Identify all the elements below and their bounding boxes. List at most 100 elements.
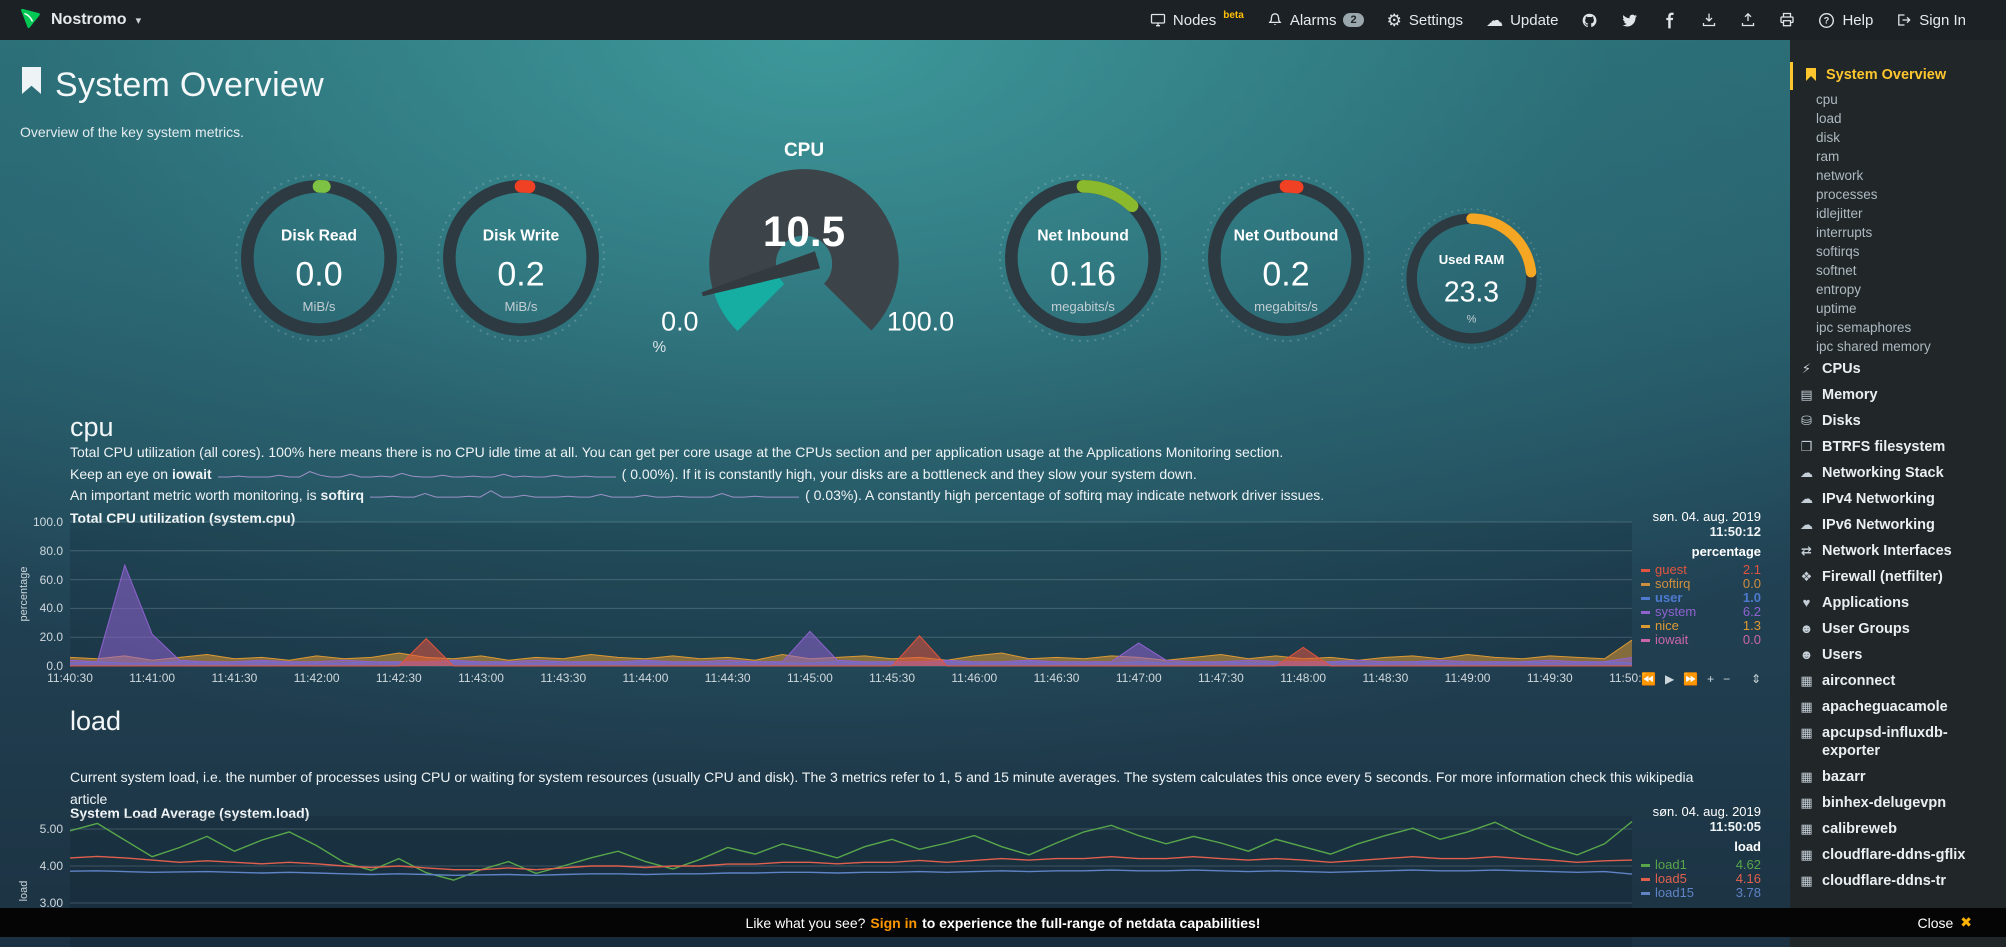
alarms-button[interactable]: Alarms 2 xyxy=(1267,12,1364,29)
sidebar-item-softirqs[interactable]: softirqs xyxy=(1790,242,2000,261)
sidebar-item-apacheguacamole[interactable]: ▦ apacheguacamole xyxy=(1790,694,2000,720)
sidebar-item-cloudflare-ddns-gflix[interactable]: ▦ cloudflare-ddns-gflix xyxy=(1790,842,2000,868)
cloud-icon: ☁ xyxy=(1800,465,1813,480)
gauge-disk-write[interactable]: Disk Write 0.2 MiB/s xyxy=(433,170,609,351)
sign-in-icon xyxy=(1898,14,1911,26)
chart-legend: søn. 04. aug. 2019 11:50:12 percentage g… xyxy=(1641,500,1761,686)
sidebar-item-applications[interactable]: ♥ Applications xyxy=(1790,590,2000,616)
sidebar-item-ipv6-networking[interactable]: ☁ IPv6 Networking xyxy=(1790,512,2000,538)
sidebar-item-bazarr[interactable]: ▦ bazarr xyxy=(1790,764,2000,790)
sidebar-item-binhex-delugevpn[interactable]: ▦ binhex-delugevpn xyxy=(1790,790,2000,816)
legend-row-user[interactable]: user 1.0 xyxy=(1641,591,1761,605)
legend-label: user xyxy=(1655,590,1683,605)
facebook-button[interactable] xyxy=(1661,12,1678,29)
sidebar-item-processes[interactable]: processes xyxy=(1790,185,2000,204)
iowait-value: ( 0.00%). xyxy=(621,465,679,482)
help-button[interactable]: ? Help xyxy=(1818,12,1873,29)
banner-signin-link[interactable]: Sign in xyxy=(870,914,918,931)
cpu-description-line-1: Total CPU utilization (all cores). 100% … xyxy=(70,444,1284,460)
print-icon xyxy=(1780,12,1795,27)
sidebar-item-disks[interactable]: ⛁ Disks xyxy=(1790,408,2000,434)
sidebar-item-uptime[interactable]: uptime xyxy=(1790,299,2000,318)
legend-value: 2.1 xyxy=(1742,562,1761,577)
legend-row-nice[interactable]: nice 1.3 xyxy=(1641,619,1761,633)
import-button[interactable] xyxy=(1701,12,1717,28)
sidebar-item-ipv4-networking[interactable]: ☁ IPv4 Networking xyxy=(1790,486,2000,512)
cpu-gauge-min: 0.0 xyxy=(661,306,698,336)
legend-row-guest[interactable]: guest 2.1 xyxy=(1641,563,1761,577)
sidebar-item-entropy[interactable]: entropy xyxy=(1790,280,2000,299)
sidebar-item-apcupsd-influxdb-exporter[interactable]: ▦ apcupsd-influxdb-exporter xyxy=(1790,720,2000,764)
cpu-gauge-unit: % xyxy=(653,339,667,356)
y-tick-label: 0.0 xyxy=(46,659,63,673)
nodes-label: Nodes xyxy=(1172,11,1217,29)
legend-row-softirq[interactable]: softirq 0.0 xyxy=(1641,577,1761,591)
github-button[interactable] xyxy=(1581,12,1598,29)
sidebar-item-memory[interactable]: ▤ Memory xyxy=(1790,382,2000,408)
sidebar-item-cpus[interactable]: ⚡ CPUs xyxy=(1790,356,2000,382)
sidebar-item-interrupts[interactable]: interrupts xyxy=(1790,223,2000,242)
update-button[interactable]: ☁ Update xyxy=(1486,12,1558,29)
gauge-used-ram[interactable]: Used RAM 23.3% xyxy=(1398,205,1545,357)
legend-row-system[interactable]: system 6.2 xyxy=(1641,605,1761,619)
chart-forward-icon[interactable]: ⏩ xyxy=(1683,672,1699,686)
sidebar-item-networking-stack[interactable]: ☁ Networking Stack xyxy=(1790,460,2000,486)
cpu-gauge[interactable]: CPU 10.5 0.0 100.0 % xyxy=(644,140,964,361)
legend-row-load1[interactable]: load1 4.62 xyxy=(1641,858,1761,872)
chart-zoom-in-icon[interactable]: + xyxy=(1707,672,1715,686)
sidebar-item-softnet[interactable]: softnet xyxy=(1790,261,2000,280)
sidebar-item-calibreweb[interactable]: ▦ calibreweb xyxy=(1790,816,2000,842)
sidebar-item-ipc-shared-memory[interactable]: ipc shared memory xyxy=(1790,337,2000,356)
gauge-net-inbound[interactable]: Net Inbound 0.16 megabits/s xyxy=(995,170,1171,351)
sidebar-item-cpu[interactable]: cpu xyxy=(1790,90,2000,109)
sidebar-item-user-groups[interactable]: ☻ User Groups xyxy=(1790,616,2000,642)
chart-title: System Load Average (system.load) xyxy=(70,805,310,821)
nodes-button[interactable]: Nodes beta xyxy=(1150,10,1244,29)
chart-plot-area[interactable]: percentage 0.0 20.0 40.0 60.0 80.0 100.0 11:4… xyxy=(18,515,1655,685)
sidebar-item-label: Disks xyxy=(1822,413,1861,429)
svg-text:MiB/s: MiB/s xyxy=(303,299,336,314)
gauge-disk-read[interactable]: Disk Read 0.0 MiB/s xyxy=(231,170,407,351)
legend-row-iowait[interactable]: iowait 0.0 xyxy=(1641,633,1761,647)
cpu-chart[interactable]: Total CPU utilization (system.cpu) perce… xyxy=(18,500,1770,715)
node-menu[interactable]: Nostromo ▾ xyxy=(18,6,141,34)
signin-button[interactable]: Sign In xyxy=(1896,12,1966,29)
sidebar-item-ram[interactable]: ram xyxy=(1790,147,2000,166)
sidebar-item-system-overview[interactable]: System Overview xyxy=(1790,62,2000,90)
settings-button[interactable]: ⚙ Settings xyxy=(1387,12,1463,29)
banner-close-button[interactable]: Close ✖ xyxy=(1917,914,1972,931)
legend-time: 11:50:12 xyxy=(1709,524,1761,539)
download-icon xyxy=(1703,13,1716,27)
sidebar-item-users[interactable]: ☻ Users xyxy=(1790,642,2000,668)
sidebar-item-label: Network Interfaces xyxy=(1822,543,1952,559)
grid-icon: ▦ xyxy=(1800,673,1813,688)
chart-resize-icon[interactable]: ⇕ xyxy=(1750,672,1761,686)
chart-y-axis-label: percentage xyxy=(18,565,30,622)
chart-backward-icon[interactable]: ⏪ xyxy=(1641,672,1656,686)
x-tick-label: 11:47:00 xyxy=(1115,671,1162,685)
sidebar-item-disk[interactable]: disk xyxy=(1790,128,2000,147)
sidebar-item-load[interactable]: load xyxy=(1790,109,2000,128)
sidebar-item-firewall-netfilter[interactable]: ❖ Firewall (netfilter) xyxy=(1790,564,2000,590)
sidebar-item-network-interfaces[interactable]: ⇄ Network Interfaces xyxy=(1790,538,2000,564)
chart-play-icon[interactable]: ▶ xyxy=(1664,672,1675,686)
chart-zoom-out-icon[interactable]: − xyxy=(1723,672,1731,686)
sidebar-item-ipc-semaphores[interactable]: ipc semaphores xyxy=(1790,318,2000,337)
twitter-button[interactable] xyxy=(1621,12,1638,29)
legend-time: 11:50:05 xyxy=(1709,819,1761,834)
x-tick-label: 11:41:00 xyxy=(129,671,176,685)
signin-banner: Like what you see? Sign in to experience… xyxy=(0,908,2006,937)
sidebar-item-label: IPv6 Networking xyxy=(1822,517,1935,533)
legend-row-load5[interactable]: load5 4.16 xyxy=(1641,872,1761,886)
close-label: Close xyxy=(1917,914,1954,931)
gauge-net-outbound[interactable]: Net Outbound 0.2 megabits/s xyxy=(1198,170,1374,351)
sidebar-item-cloudflare-ddns-tr[interactable]: ▦ cloudflare-ddns-tr xyxy=(1790,868,2000,894)
node-name[interactable]: Nostromo xyxy=(51,11,127,28)
sidebar-item-network[interactable]: network xyxy=(1790,166,2000,185)
sidebar-item-idlejitter[interactable]: idlejitter xyxy=(1790,204,2000,223)
print-button[interactable] xyxy=(1779,12,1795,28)
sidebar-item-btrfs-filesystem[interactable]: ❒ BTRFS filesystem xyxy=(1790,434,2000,460)
export-button[interactable] xyxy=(1740,12,1756,28)
sidebar-item-airconnect[interactable]: ▦ airconnect xyxy=(1790,668,2000,694)
legend-row-load15[interactable]: load15 3.78 xyxy=(1641,886,1761,900)
